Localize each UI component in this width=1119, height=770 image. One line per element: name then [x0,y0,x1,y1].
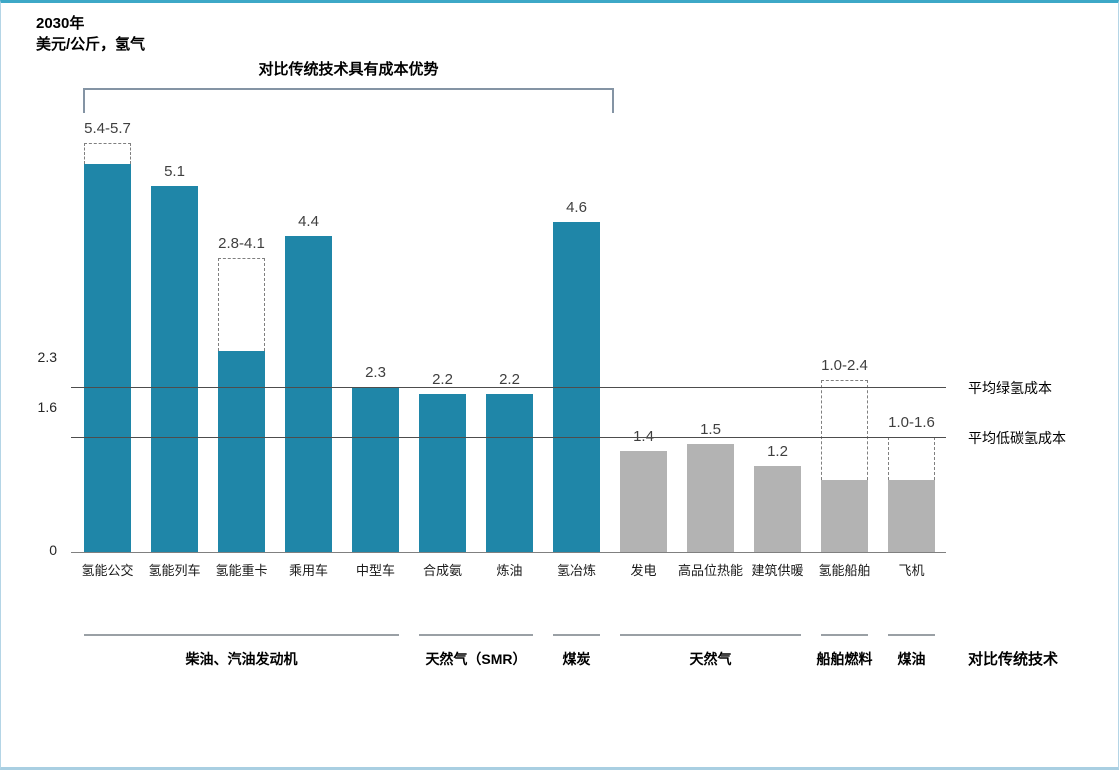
bar-value-label: 4.4 [298,213,319,231]
comparison-group-line [620,634,801,636]
category-label-氢冶炼: 氢冶炼 [556,563,596,578]
bar-氢能重卡 [218,350,265,552]
bar-氢能列车 [151,185,198,552]
category-label-合成氨: 合成氨 [422,563,462,578]
bar-value-label: 2.8-4.1 [218,234,265,252]
y-tick-0: 0 [49,542,57,558]
bar-中型车 [352,386,399,552]
comparison-group-line [419,634,533,636]
plot-area: 5.4-5.7 氢能公交 5.1 氢能列车 2.8-4.1 氢能重卡 4.4 乘用车 2.3 中型… [1,3,1118,767]
comparison-group-label: 天然气（SMR） [425,651,527,667]
reference-line-green-hydrogen [71,386,946,388]
y-tick-2.3: 2.3 [37,348,57,365]
category-label-发电: 发电 [630,563,657,578]
bar-建筑供暖 [754,465,801,552]
bar-value-label: 4.6 [566,198,587,216]
cost-advantage-bracket [83,88,614,113]
comparison-group-line [821,634,868,636]
category-label-炼油: 炼油 [496,563,523,578]
bar-value-label: 1.0-1.6 [888,414,935,432]
bar-炼油 [486,394,533,552]
comparison-group-label: 天然气 [689,651,732,667]
bar-乘用车 [285,236,332,552]
comparison-group-line [84,634,399,636]
bar-氢冶炼 [553,221,600,552]
chart-title-year: 2030年 [36,15,85,32]
comparison-row-label: 对比传统技术 [968,651,1059,668]
category-label-氢能重卡: 氢能重卡 [215,563,268,578]
bar-range-氢能船舶 [821,379,868,481]
x-axis-line [71,552,946,553]
category-label-氢能船舶: 氢能船舶 [818,563,871,578]
bar-value-label: 5.4-5.7 [84,119,131,137]
bar-value-label: 5.1 [164,162,185,180]
comparison-group-line [888,634,935,636]
category-label-氢能列车: 氢能列车 [148,563,201,578]
category-label-中型车: 中型车 [355,563,395,578]
reference-line-low-carbon-hydrogen [71,437,946,439]
category-label-飞机: 飞机 [898,563,925,578]
bar-range-氢能公交 [84,142,131,165]
bar-value-label: 2.2 [432,371,453,389]
bar-value-label: 1.0-2.4 [821,356,868,374]
category-label-乘用车: 乘用车 [288,563,328,578]
bar-合成氨 [419,394,466,552]
comparison-group-label: 煤炭 [562,651,591,667]
y-tick-1.6: 1.6 [37,399,57,416]
bar-value-label: 1.4 [633,428,654,446]
bar-高品位热能 [687,444,734,552]
category-label-高品位热能: 高品位热能 [677,563,743,578]
comparison-group-label: 柴油、汽油发动机 [185,651,298,667]
bar-飞机 [888,480,935,552]
comparison-group-label: 煤油 [897,651,926,667]
reference-line-label: 平均绿氢成本 [968,379,1052,396]
bar-range-飞机 [888,437,935,481]
bar-range-氢能重卡 [218,257,265,351]
cost-advantage-annotation: 对比传统技术具有成本优势 [258,61,439,78]
bar-氢能公交 [84,164,131,552]
bar-氢能船舶 [821,480,868,552]
bar-value-label: 1.2 [767,442,788,460]
chart-title: 2030年 美元/公斤，氢气 [36,13,145,55]
comparison-group-line [553,634,600,636]
bar-value-label: 2.2 [499,371,520,389]
bar-value-label: 1.5 [700,421,721,439]
chart-title-unit: 美元/公斤，氢气 [36,36,146,53]
category-label-建筑供暖: 建筑供暖 [751,563,804,578]
comparison-group-label: 船舶燃料 [816,651,873,667]
category-label-氢能公交: 氢能公交 [81,563,134,578]
bar-value-label: 2.3 [365,363,386,381]
bar-发电 [620,451,667,552]
reference-line-label: 平均低碳氢成本 [968,430,1066,447]
